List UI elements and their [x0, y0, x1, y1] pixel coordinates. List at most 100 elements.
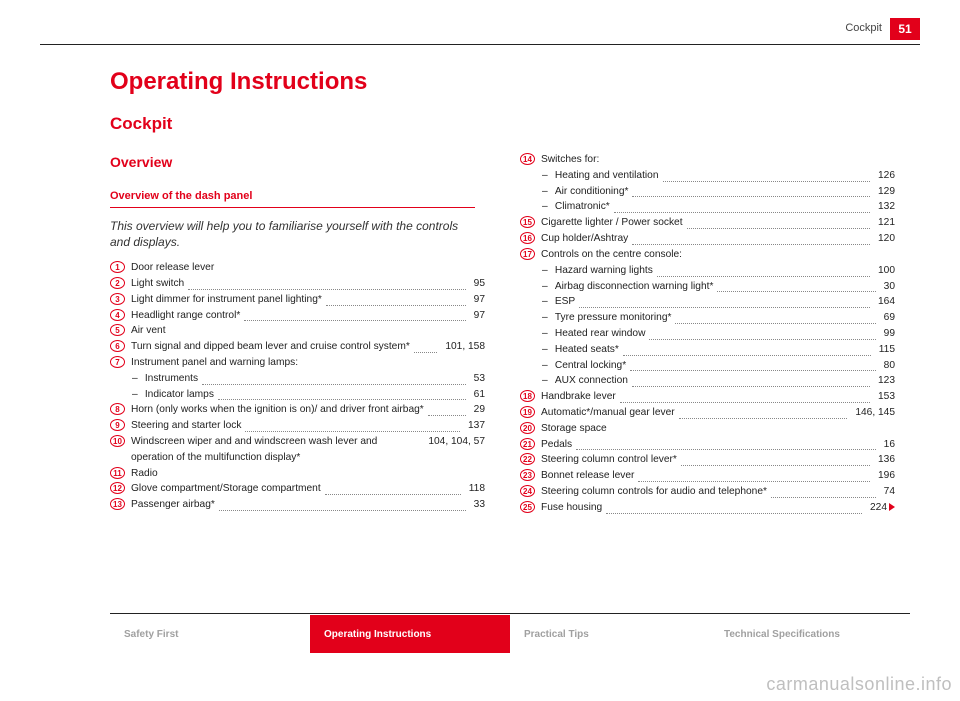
watermark: carmanualsonline.info [766, 674, 952, 695]
leader-dots [771, 497, 876, 498]
leader-dots [325, 494, 461, 495]
sub-item-label: Heated seats* [552, 342, 619, 358]
section-title: Cockpit [110, 114, 910, 134]
page-ref: 196 [874, 468, 895, 484]
list-item: 21Pedals16 [520, 437, 895, 453]
item-number-badge: 11 [110, 467, 125, 479]
leader-dots [218, 399, 466, 400]
page-ref: 137 [464, 418, 485, 434]
header-section-label: Cockpit [845, 22, 882, 34]
item-label-wrap: Cigarette lighter / Power socket121 [541, 215, 895, 231]
item-label: Glove compartment/Storage compartment [131, 481, 321, 497]
page-ref: 61 [470, 387, 485, 403]
item-number-badge: 20 [520, 422, 535, 434]
list-item: 17Controls on the centre console: [520, 247, 895, 263]
item-label-wrap: Light dimmer for instrument panel lighti… [131, 292, 485, 308]
left-column: Overview Overview of the dash panel This… [110, 152, 485, 516]
footer-tab[interactable]: Operating Instructions [310, 615, 510, 653]
sub-item: – Heated seats*115 [520, 342, 895, 358]
leader-dots [632, 386, 870, 387]
list-item: 1Door release lever [110, 260, 485, 276]
list-item: 11Radio [110, 466, 485, 482]
sub-item-label: Heating and ventilation [552, 168, 659, 184]
dash-bullet: – [542, 373, 552, 389]
leader-dots [202, 384, 466, 385]
page-ref: 129 [874, 184, 895, 200]
list-item: 8Horn (only works when the ignition is o… [110, 402, 485, 418]
footer-tab[interactable]: Safety First [110, 615, 310, 653]
page-ref: 101, 158 [441, 339, 485, 355]
leader-dots [663, 181, 871, 182]
dash-bullet: – [542, 294, 552, 310]
dash-bullet: – [542, 263, 552, 279]
list-item: 22Steering column control lever*136 [520, 452, 895, 468]
leader-dots [579, 307, 870, 308]
item-label: Cup holder/Ashtray [541, 231, 628, 247]
item-number-badge: 10 [110, 435, 125, 447]
item-number-badge: 9 [110, 419, 125, 431]
leader-dots [620, 402, 870, 403]
page-ref: 120 [874, 231, 895, 247]
sub-item-label: Indicator lamps [142, 387, 214, 403]
list-item: 12 Glove compartment/Storage compartment 1… [110, 481, 485, 497]
item-number-badge: 8 [110, 403, 125, 415]
sub-item-label: Hazard warning lights [552, 263, 653, 279]
item-number-badge: 24 [520, 485, 535, 497]
item-label-wrap: Glove compartment/Storage compartment 118 [131, 481, 485, 497]
sub-item: – Indicator lamps 61 [110, 387, 485, 403]
item-number-badge: 12 [110, 482, 125, 494]
footer-tab[interactable]: Practical Tips [510, 615, 710, 653]
item-number-badge: 17 [520, 248, 535, 260]
leader-dots [630, 370, 875, 371]
header-rule [40, 44, 920, 45]
item-number-badge: 2 [110, 277, 125, 289]
item-number-badge: 4 [110, 309, 125, 321]
leader-dots [414, 352, 438, 353]
item-label-wrap: Handbrake lever153 [541, 389, 895, 405]
item-label-wrap: Passenger airbag*33 [131, 497, 485, 513]
item-label-wrap: Headlight range control* 97 [131, 308, 485, 324]
item-label-wrap: Air vent [131, 323, 485, 339]
leader-dots [681, 465, 870, 466]
page-ref: 29 [470, 402, 485, 418]
page-ref: 16 [880, 437, 895, 453]
item-number-badge: 19 [520, 406, 535, 418]
footer-tab[interactable]: Technical Specifications [710, 615, 910, 653]
page-ref: 126 [874, 168, 895, 184]
leader-dots [687, 228, 870, 229]
sub-item-label: Central locking* [552, 358, 626, 374]
item-label: Pedals [541, 437, 572, 453]
page-ref: 118 [465, 481, 485, 497]
page-header: Cockpit 51 [0, 18, 960, 46]
page-ref: 33 [470, 497, 485, 513]
dash-bullet: – [542, 184, 552, 200]
leader-dots [614, 212, 870, 213]
item-number-badge: 6 [110, 340, 125, 352]
leader-dots [649, 339, 875, 340]
sub-item-label: Climatronic* [552, 199, 610, 215]
intro-text: This overview will help you to familiari… [110, 218, 475, 250]
item-label-wrap: Steering column controls for audio and t… [541, 484, 895, 500]
list-item: 9Steering and starter lock137 [110, 418, 485, 434]
dash-bullet: – [132, 371, 142, 387]
list-item: 4 Headlight range control* 97 [110, 308, 485, 324]
item-number-badge: 5 [110, 324, 125, 336]
footer-rule [110, 613, 910, 614]
item-label: Bonnet release lever [541, 468, 634, 484]
list-item: 14Switches for: [520, 152, 895, 168]
item-label-wrap: Storage space [541, 421, 895, 437]
leader-dots [638, 481, 870, 482]
dash-bullet: – [132, 387, 142, 403]
page-ref: 95 [470, 276, 485, 292]
page-ref: 97 [470, 308, 485, 324]
item-label: Headlight range control* [131, 308, 240, 324]
item-label: Switches for: [541, 152, 599, 168]
item-label: Storage space [541, 421, 607, 437]
leader-dots [606, 513, 862, 514]
list-item: 6Turn signal and dipped beam lever and c… [110, 339, 485, 355]
item-label: Door release lever [131, 260, 214, 276]
list-item: 24 Steering column controls for audio and… [520, 484, 895, 500]
page-ref: 99 [880, 326, 895, 342]
leader-dots [679, 418, 848, 419]
item-label: Fuse housing [541, 500, 602, 516]
